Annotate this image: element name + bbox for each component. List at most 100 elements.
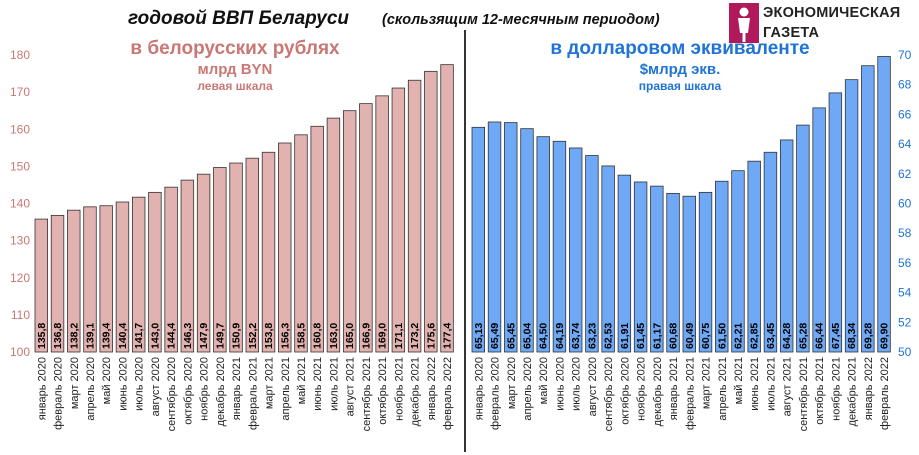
usd-ytick-label: 50 (898, 345, 912, 359)
byn-bar (213, 167, 227, 353)
usd-value-label: 60,49 (684, 323, 696, 349)
usd-bar (568, 147, 583, 353)
usd-value-label: 63,45 (765, 323, 777, 349)
usd-category-label: сентябрь 2020 (603, 357, 615, 431)
byn-value-label: 163,0 (328, 323, 340, 349)
byn-value-label: 146,3 (182, 323, 194, 349)
byn-bar (229, 162, 243, 353)
byn-ytick-label: 170 (10, 85, 30, 99)
byn-value-label: 153,8 (263, 323, 275, 349)
byn-value-label: 140,4 (117, 323, 129, 349)
usd-category-label: февраль 2020 (490, 357, 502, 430)
byn-ytick-label: 120 (10, 271, 30, 285)
byn-value-label: 136,8 (52, 323, 64, 349)
byn-panel: 100 110 120 130 140 150 160 170 180 в белорусских… (10, 38, 454, 431)
byn-category-label: февраль 2022 (442, 357, 454, 430)
usd-category-label: январь 2021 (668, 357, 680, 420)
usd-bar (682, 195, 696, 353)
byn-value-label: 156,3 (279, 323, 291, 349)
usd-value-label: 63,74 (570, 323, 582, 349)
byn-category-label: июнь 2020 (117, 357, 129, 411)
usd-bar (747, 160, 761, 353)
usd-value-label: 65,49 (489, 323, 501, 349)
byn-category-label: май 2021 (296, 357, 308, 404)
usd-category-label: ноябрь 2021 (830, 357, 842, 421)
byn-ytick-label: 180 (10, 48, 30, 62)
logo-line1: ЭКОНОМИЧЕСКАЯ (763, 5, 901, 21)
byn-bar (67, 209, 81, 353)
byn-bar (83, 206, 97, 353)
usd-value-label: 66,44 (814, 323, 826, 349)
byn-value-label: 143,0 (149, 323, 161, 349)
usd-unit-label: $млрд экв. (640, 61, 721, 78)
usd-value-label: 63,23 (586, 323, 598, 349)
usd-ytick-label: 70 (898, 48, 912, 62)
usd-value-label: 60,75 (700, 323, 712, 349)
byn-value-label: 139,1 (84, 323, 96, 349)
byn-value-label: 165,0 (344, 323, 356, 349)
usd-category-label: май 2021 (733, 357, 745, 404)
byn-category-label: февраль 2020 (53, 357, 65, 430)
byn-category-label: ноябрь 2021 (393, 357, 405, 421)
usd-category-label: февраль 2022 (879, 357, 891, 430)
byn-bar (294, 134, 308, 353)
byn-value-label: 173,2 (409, 323, 421, 349)
byn-category-label: май 2020 (101, 357, 113, 404)
byn-category-label: сентябрь 2020 (166, 357, 178, 431)
usd-panel: 50 52 54 56 58 60 62 64 66 68 70 в долларовом эквив… (471, 38, 912, 431)
byn-category-label: август 2021 (345, 357, 357, 416)
usd-value-label: 64,28 (781, 323, 793, 349)
byn-value-label: 138,2 (68, 323, 80, 349)
byn-value-label: 144,4 (166, 323, 178, 349)
byn-value-label: 135,8 (36, 323, 48, 349)
byn-bar (196, 173, 211, 353)
usd-value-label: 65,13 (473, 323, 485, 349)
usd-category-label: июль 2020 (571, 357, 583, 411)
byn-value-label: 158,5 (295, 323, 307, 349)
usd-bar (828, 92, 843, 353)
usd-value-label: 64,50 (538, 323, 550, 349)
byn-bar (391, 87, 406, 353)
usd-value-label: 61,17 (651, 323, 663, 349)
byn-value-label: 147,9 (198, 323, 210, 349)
byn-category-label: январь 2022 (426, 357, 438, 420)
usd-ytick-label: 64 (898, 137, 912, 151)
usd-bar (779, 139, 794, 353)
usd-bar (844, 79, 859, 353)
usd-value-label: 62,21 (732, 323, 744, 349)
usd-category-label: декабрь 2020 (652, 357, 664, 426)
byn-category-label: июнь 2021 (312, 357, 324, 411)
usd-bar (633, 181, 648, 353)
usd-bar (763, 151, 778, 353)
byn-bar (440, 64, 454, 353)
byn-bar (99, 205, 113, 353)
byn-bar (34, 218, 49, 353)
usd-category-label: март 2020 (506, 357, 518, 409)
byn-ytick-label: 130 (10, 234, 30, 248)
byn-bar (407, 79, 422, 353)
byn-category-label: июль 2020 (134, 357, 146, 411)
usd-bar (552, 140, 567, 353)
byn-value-label: 160,8 (312, 323, 324, 349)
byn-ytick-label: 140 (10, 197, 30, 211)
usd-category-label: октябрь 2020 (619, 357, 631, 425)
usd-bar (731, 170, 745, 353)
usd-category-label: январь 2020 (473, 357, 485, 420)
usd-bar (698, 191, 713, 353)
byn-bar (245, 157, 259, 353)
usd-ytick-label: 58 (898, 226, 912, 240)
byn-bar (164, 186, 178, 353)
byn-category-label: февраль 2021 (247, 357, 259, 430)
usd-category-label: август 2021 (782, 357, 794, 416)
usd-ytick-label: 54 (898, 286, 912, 300)
usd-category-label: август 2020 (587, 357, 599, 416)
usd-category-label: май 2020 (538, 357, 550, 404)
byn-category-label: ноябрь 2020 (199, 357, 211, 421)
byn-ytick-label: 160 (10, 122, 30, 136)
usd-ytick-label: 62 (898, 167, 912, 181)
usd-bar (471, 126, 486, 353)
byn-value-label: 166,9 (360, 323, 372, 349)
usd-value-label: 65,45 (505, 323, 517, 349)
usd-category-label: апрель 2021 (717, 357, 729, 421)
